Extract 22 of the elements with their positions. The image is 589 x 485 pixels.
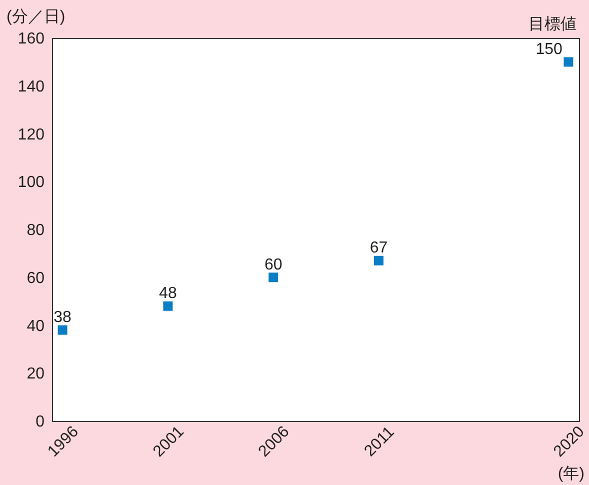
y-tick-label: 60	[26, 270, 45, 287]
y-tick-label: 40	[26, 318, 45, 335]
data-label: 60	[264, 256, 282, 274]
data-label: 38	[54, 309, 72, 326]
point	[163, 301, 173, 311]
y-tick-label: 80	[26, 222, 45, 239]
y-tick-label: 160	[18, 30, 45, 48]
data-label: 48	[159, 285, 177, 302]
y-tick-label: 0	[36, 414, 45, 430]
data-label: 67	[370, 240, 388, 257]
annotation: 目標値	[528, 14, 576, 33]
point	[268, 272, 278, 282]
y-tick-label: 100	[18, 174, 45, 192]
y-tick-label: 140	[18, 78, 45, 96]
point	[564, 57, 574, 67]
point	[58, 325, 68, 335]
y-tick-label: 120	[18, 126, 45, 144]
y-axis-title: (分／日)	[6, 8, 66, 26]
y-tick-label: 20	[26, 366, 45, 383]
point	[374, 256, 384, 266]
x-axis-title: (年)	[558, 466, 584, 482]
data-label: 150	[536, 40, 563, 58]
